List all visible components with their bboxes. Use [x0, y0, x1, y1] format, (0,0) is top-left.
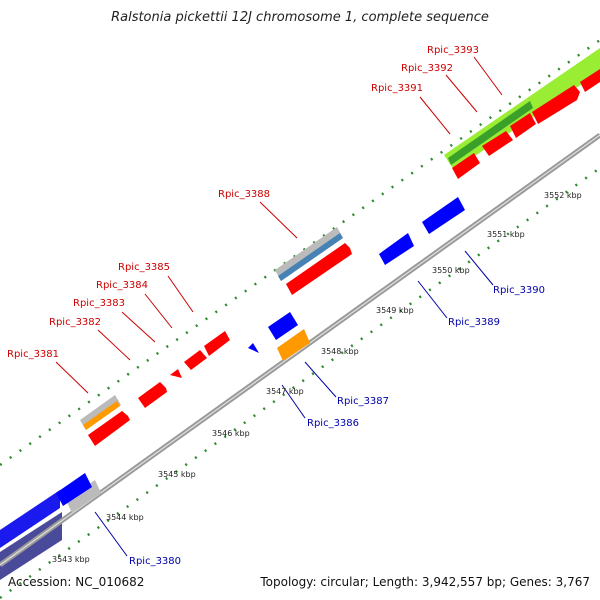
feature-cds-3382	[138, 382, 167, 408]
feature-blue-band	[0, 490, 60, 548]
gene-label-rpic-3381: Rpic_3381	[7, 349, 59, 360]
feature-cds-3393	[532, 85, 580, 124]
feature-cds-3392	[510, 113, 536, 138]
gene-label-rpic-3384: Rpic_3384	[96, 280, 148, 291]
feature-cds-3381	[88, 411, 130, 446]
tick-label: 3544 kbp	[106, 513, 144, 522]
gene-label-rpic-3390: Rpic_3390	[493, 285, 545, 296]
feature-cds-3391a	[452, 153, 480, 179]
tick-label: 3546 kbp	[212, 429, 250, 438]
feature-cds-3383	[170, 369, 182, 378]
forward-gene-labels: Rpic_3381 Rpic_3382 Rpic_3383 Rpic_3384 …	[7, 45, 479, 360]
feature-cds-3391b	[482, 131, 513, 156]
gene-label-rpic-3380: Rpic_3380	[129, 556, 181, 567]
gene-label-rpic-3387: Rpic_3387	[337, 396, 389, 407]
feature-cds-3384	[184, 350, 207, 370]
feature-orange-3381	[83, 401, 120, 430]
tick-label: 3545 kbp	[158, 470, 196, 479]
gene-label-rpic-3385: Rpic_3385	[118, 262, 170, 273]
tick-label: 3543 kbp	[52, 555, 90, 564]
tick-label: 3551 kbp	[487, 230, 525, 239]
feature-cds-end	[580, 69, 600, 92]
reverse-features	[56, 197, 465, 513]
map-title: Ralstonia pickettii 12J chromosome 1, co…	[111, 10, 489, 25]
tick-label: 3552 kbp	[544, 191, 582, 200]
gene-label-rpic-3393: Rpic_3393	[427, 45, 479, 56]
gene-label-rpic-3388: Rpic_3388	[218, 189, 270, 200]
feature-cds-3385	[204, 331, 230, 356]
tick-label: 3549 kbp	[376, 306, 414, 315]
forward-features	[80, 48, 600, 446]
feature-cds-3386b	[268, 312, 298, 340]
leader-lines	[55, 56, 503, 557]
feature-orange-3387	[277, 329, 310, 361]
summary-text: Topology: circular; Length: 3,942,557 bp…	[260, 575, 590, 589]
tick-label: 3547 kbp	[266, 387, 304, 396]
tick-label: 3550 kbp	[432, 266, 470, 275]
accession-text: Accession: NC_010682	[8, 575, 145, 589]
feature-cds-3380	[56, 473, 92, 506]
gene-label-rpic-3382: Rpic_3382	[49, 317, 101, 328]
feature-steel-3388	[278, 233, 343, 281]
outer-dotted-track	[0, 38, 600, 467]
lower-left-band	[0, 490, 62, 580]
gene-label-rpic-3389: Rpic_3389	[448, 317, 500, 328]
feature-darkgreen-3392	[448, 101, 533, 165]
tick-labels: 3543 kbp 3544 kbp 3545 kbp 3546 kbp 3547…	[52, 191, 582, 564]
gene-label-rpic-3392: Rpic_3392	[401, 63, 453, 74]
dotted-tracks	[0, 38, 600, 600]
feature-cds-3386	[248, 343, 259, 353]
feature-cds-3388	[286, 243, 352, 295]
feature-cds-3389	[379, 233, 414, 265]
gene-label-rpic-3386: Rpic_3386	[307, 418, 359, 429]
tick-label: 3548 kbp	[321, 347, 359, 356]
feature-cds-3390	[422, 197, 465, 234]
feature-gray-3380	[66, 480, 101, 513]
gene-label-rpic-3383: Rpic_3383	[73, 298, 125, 309]
gene-label-rpic-3391: Rpic_3391	[371, 83, 423, 94]
reverse-gene-labels: Rpic_3380 Rpic_3386 Rpic_3387 Rpic_3389 …	[129, 285, 545, 567]
